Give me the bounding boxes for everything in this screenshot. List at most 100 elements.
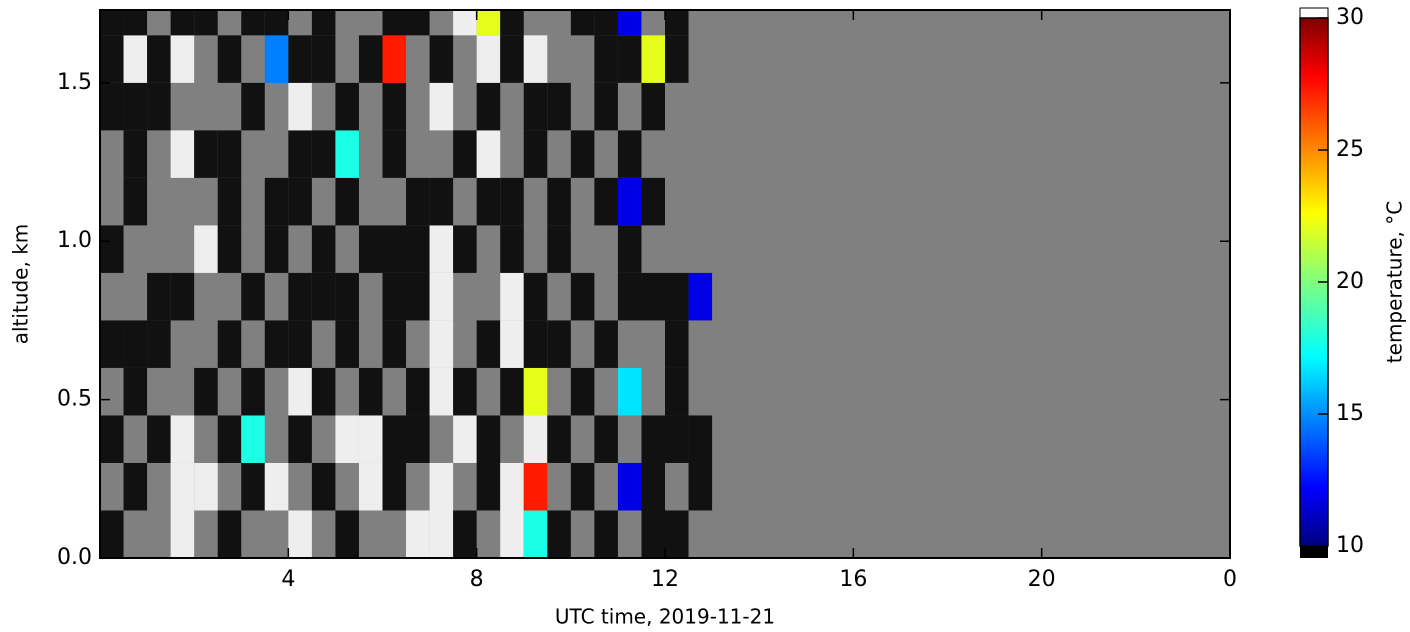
- cell: [406, 272, 430, 321]
- cell: [241, 272, 265, 321]
- cell: [170, 130, 195, 178]
- cell: [241, 462, 265, 511]
- cell: [288, 367, 312, 416]
- cell: [476, 320, 501, 368]
- cell: [382, 462, 407, 511]
- cell: [382, 320, 407, 368]
- cell: [688, 272, 713, 321]
- cell: [217, 415, 242, 463]
- cell: [382, 272, 407, 321]
- cell: [335, 320, 359, 368]
- cell: [358, 367, 383, 416]
- cell: [453, 130, 477, 178]
- cell: [382, 82, 407, 131]
- cell: [100, 82, 124, 131]
- cell: [547, 82, 571, 131]
- cell: [453, 10, 477, 36]
- cell: [617, 225, 642, 273]
- cell: [123, 177, 148, 226]
- cell: [311, 35, 336, 83]
- y-tick-label: 0.0: [57, 545, 92, 570]
- cell: [523, 130, 548, 178]
- cell: [617, 10, 642, 36]
- cell: [170, 10, 195, 36]
- cell: [382, 130, 407, 178]
- cell: [429, 320, 454, 368]
- cell: [476, 82, 501, 131]
- cell: [476, 130, 501, 178]
- cell: [311, 272, 336, 321]
- colorbar-extend-high: [1299, 7, 1329, 19]
- x-tick-label: 16: [839, 567, 867, 592]
- cell: [547, 415, 571, 463]
- cell: [500, 510, 524, 558]
- cell: [429, 35, 454, 83]
- cell: [406, 367, 430, 416]
- cell: [264, 10, 289, 36]
- cell: [476, 10, 501, 36]
- colorbar-extend-low: [1300, 546, 1328, 558]
- cell: [194, 10, 218, 36]
- cell: [288, 510, 312, 558]
- cell: [358, 415, 383, 463]
- cell: [123, 35, 148, 83]
- cell: [170, 415, 195, 463]
- cell: [523, 367, 548, 416]
- cell: [217, 130, 242, 178]
- cell: [641, 82, 665, 131]
- cell: [100, 35, 124, 83]
- cell: [476, 35, 501, 83]
- cell: [523, 272, 548, 321]
- cell: [641, 272, 665, 321]
- cell: [194, 225, 218, 273]
- cell: [288, 82, 312, 131]
- cell: [453, 415, 477, 463]
- cell: [500, 225, 524, 273]
- cell: [523, 82, 548, 131]
- cell: [688, 415, 713, 463]
- cell: [170, 272, 195, 321]
- cell: [570, 367, 595, 416]
- y-tick-label: 0.5: [57, 387, 92, 412]
- cell: [170, 35, 195, 83]
- cell: [241, 82, 265, 131]
- cell: [406, 510, 430, 558]
- cell: [406, 177, 430, 226]
- colorbar-tick-label: 30: [1336, 5, 1364, 30]
- cell: [641, 510, 665, 558]
- cell: [594, 10, 618, 36]
- cell: [358, 462, 383, 511]
- cell: [100, 415, 124, 463]
- cell: [523, 320, 548, 368]
- cell: [217, 225, 242, 273]
- cell: [335, 177, 359, 226]
- cell: [641, 462, 665, 511]
- cell: [123, 320, 148, 368]
- colorbar-label: temperature, °C: [1383, 201, 1407, 363]
- cell: [594, 415, 618, 463]
- y-tick-label: 1.0: [57, 228, 92, 253]
- cell: [594, 177, 618, 226]
- cell: [617, 177, 642, 226]
- colorbar-tick-label: 15: [1336, 401, 1364, 426]
- cell: [311, 462, 336, 511]
- cell: [335, 510, 359, 558]
- cell: [500, 177, 524, 226]
- cell: [311, 225, 336, 273]
- cell: [406, 10, 430, 36]
- cell: [194, 130, 218, 178]
- cell: [665, 510, 689, 558]
- cell: [547, 510, 571, 558]
- cell: [665, 415, 689, 463]
- cell: [311, 130, 336, 178]
- cell: [617, 35, 642, 83]
- cell: [264, 320, 289, 368]
- cell: [170, 462, 195, 511]
- cell: [288, 130, 312, 178]
- cell: [476, 177, 501, 226]
- cell: [311, 367, 336, 416]
- cell: [241, 367, 265, 416]
- cell: [264, 35, 289, 83]
- cell: [688, 462, 713, 511]
